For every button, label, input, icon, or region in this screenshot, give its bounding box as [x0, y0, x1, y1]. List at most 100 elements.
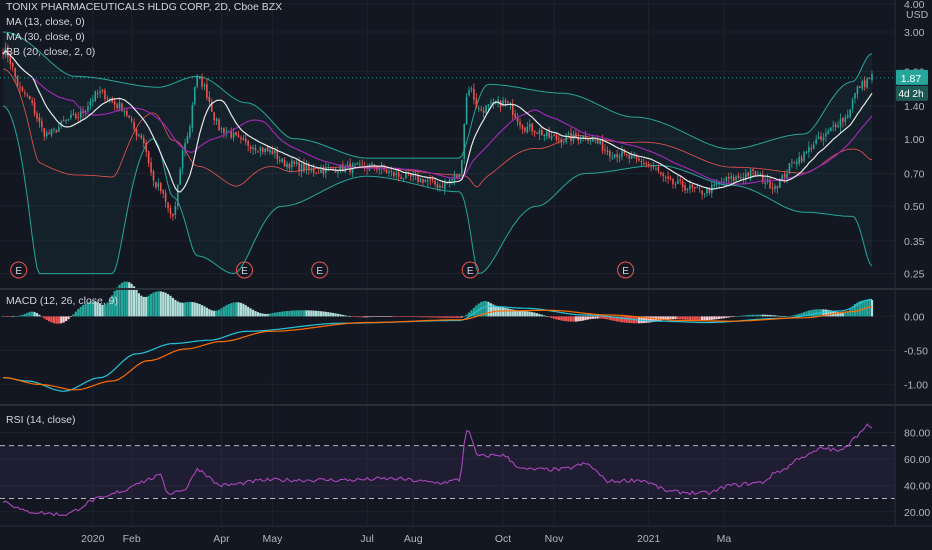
- candle-body: [276, 150, 279, 160]
- macd-histogram-bar: [244, 305, 247, 317]
- macd-axis-label: 0.00: [904, 311, 925, 323]
- candle-body: [322, 168, 325, 175]
- candle-body: [609, 150, 611, 157]
- candle-body: [611, 157, 614, 159]
- price-axis-label: 0.70: [904, 168, 925, 180]
- macd-histogram-bar: [98, 303, 102, 317]
- candle-body: [839, 119, 842, 127]
- candle-body: [859, 86, 861, 88]
- macd-histogram-bar: [693, 316, 696, 321]
- candle-body: [215, 118, 218, 122]
- macd-histogram-bar: [567, 316, 570, 322]
- candle-body: [325, 167, 327, 173]
- candle-body: [764, 182, 766, 185]
- candle-body: [19, 87, 21, 89]
- earnings-marker: E: [10, 261, 28, 279]
- ma30-legend[interactable]: MA (30, close, 0): [6, 31, 85, 43]
- macd-histogram-bar: [591, 316, 594, 319]
- candle-body: [383, 165, 385, 170]
- macd-histogram-bar: [829, 310, 832, 317]
- macd-histogram-bar: [198, 304, 201, 317]
- candle-body: [626, 153, 628, 155]
- candle-body: [281, 158, 283, 163]
- macd-histogram-bar: [778, 315, 781, 317]
- macd-histogram-bar: [836, 312, 840, 317]
- candle-body: [630, 156, 633, 159]
- macd-histogram-bar: [349, 316, 352, 317]
- macd-histogram-bar: [861, 300, 864, 317]
- candle-body: [781, 175, 783, 181]
- macd-histogram-bar: [268, 313, 272, 317]
- macd-histogram-bar: [266, 313, 269, 317]
- macd-histogram-bar: [589, 316, 592, 320]
- candle-body: [713, 184, 716, 186]
- macd-histogram-bar: [339, 314, 342, 317]
- macd-histogram-bar: [642, 316, 645, 324]
- ma13-legend[interactable]: MA (13, close, 0): [6, 16, 85, 28]
- macd-histogram-bar: [324, 311, 327, 317]
- candle-body: [832, 125, 834, 127]
- macd-histogram-bar: [217, 309, 221, 317]
- macd-histogram-bar: [261, 313, 264, 317]
- macd-histogram-bar: [186, 302, 189, 317]
- macd-histogram-bar: [327, 312, 330, 317]
- macd-histogram-bar: [625, 316, 628, 323]
- symbol-title: TONIX PHARMACEUTICALS HLDG CORP, 2D, Cbo…: [6, 1, 283, 13]
- candle-body: [473, 88, 475, 100]
- candle-body: [266, 147, 269, 152]
- macd-histogram-bar: [368, 316, 371, 318]
- candle-body: [162, 190, 165, 194]
- macd-histogram-bar: [846, 311, 849, 317]
- candle-body: [84, 111, 87, 113]
- macd-histogram-bar: [346, 315, 349, 317]
- candle-body: [385, 169, 388, 173]
- macd-histogram-bar: [57, 316, 60, 324]
- candle-body: [715, 184, 718, 186]
- candle-body: [402, 178, 405, 180]
- earnings-marker: E: [235, 261, 253, 279]
- macd-histogram-bar: [540, 314, 543, 317]
- candle-body: [759, 174, 762, 176]
- candle-body: [332, 168, 334, 170]
- candle-body: [812, 144, 815, 149]
- macd-histogram-bar: [717, 316, 721, 319]
- candle-body: [504, 100, 507, 103]
- rsi-legend[interactable]: RSI (14, close): [6, 413, 75, 428]
- candle-body: [623, 151, 626, 154]
- macd-histogram-bar: [65, 316, 68, 322]
- macd-legend[interactable]: MACD (12, 26, close, 9): [6, 294, 118, 309]
- candle-body: [575, 133, 577, 138]
- candle-body: [672, 179, 674, 185]
- macd-histogram-bar: [115, 287, 119, 317]
- macd-histogram-bar: [414, 316, 417, 318]
- candle-body: [16, 75, 19, 87]
- macd-histogram-bar: [523, 311, 526, 317]
- macd-histogram-bar: [858, 301, 861, 317]
- macd-histogram-bar: [574, 316, 577, 322]
- macd-histogram-bar: [18, 315, 22, 317]
- macd-histogram-bar: [715, 316, 718, 320]
- candle-body: [536, 132, 538, 134]
- candle-body: [776, 186, 779, 189]
- macd-histogram-bar: [436, 316, 439, 318]
- macd-histogram-bar: [159, 291, 162, 317]
- macd-histogram-bar: [91, 301, 94, 317]
- candle-body: [834, 124, 837, 128]
- candle-body: [247, 140, 249, 146]
- candle-body: [87, 106, 89, 112]
- macd-histogram-bar: [679, 316, 682, 320]
- candle-body: [456, 175, 458, 178]
- macd-histogram-bar: [181, 302, 184, 317]
- candle-body: [742, 177, 745, 179]
- candle-body: [633, 156, 635, 158]
- macd-histogram-bar: [162, 291, 165, 317]
- macd-histogram-bar: [582, 316, 585, 321]
- macd-histogram-bar: [230, 303, 233, 317]
- candle-body: [604, 149, 606, 151]
- macd-histogram-bar: [399, 316, 403, 317]
- macd-histogram-bar: [448, 316, 451, 318]
- bb-legend[interactable]: BB (20, close, 2, 0): [6, 46, 96, 58]
- candle-body: [849, 109, 851, 117]
- macd-histogram-bar: [698, 316, 701, 321]
